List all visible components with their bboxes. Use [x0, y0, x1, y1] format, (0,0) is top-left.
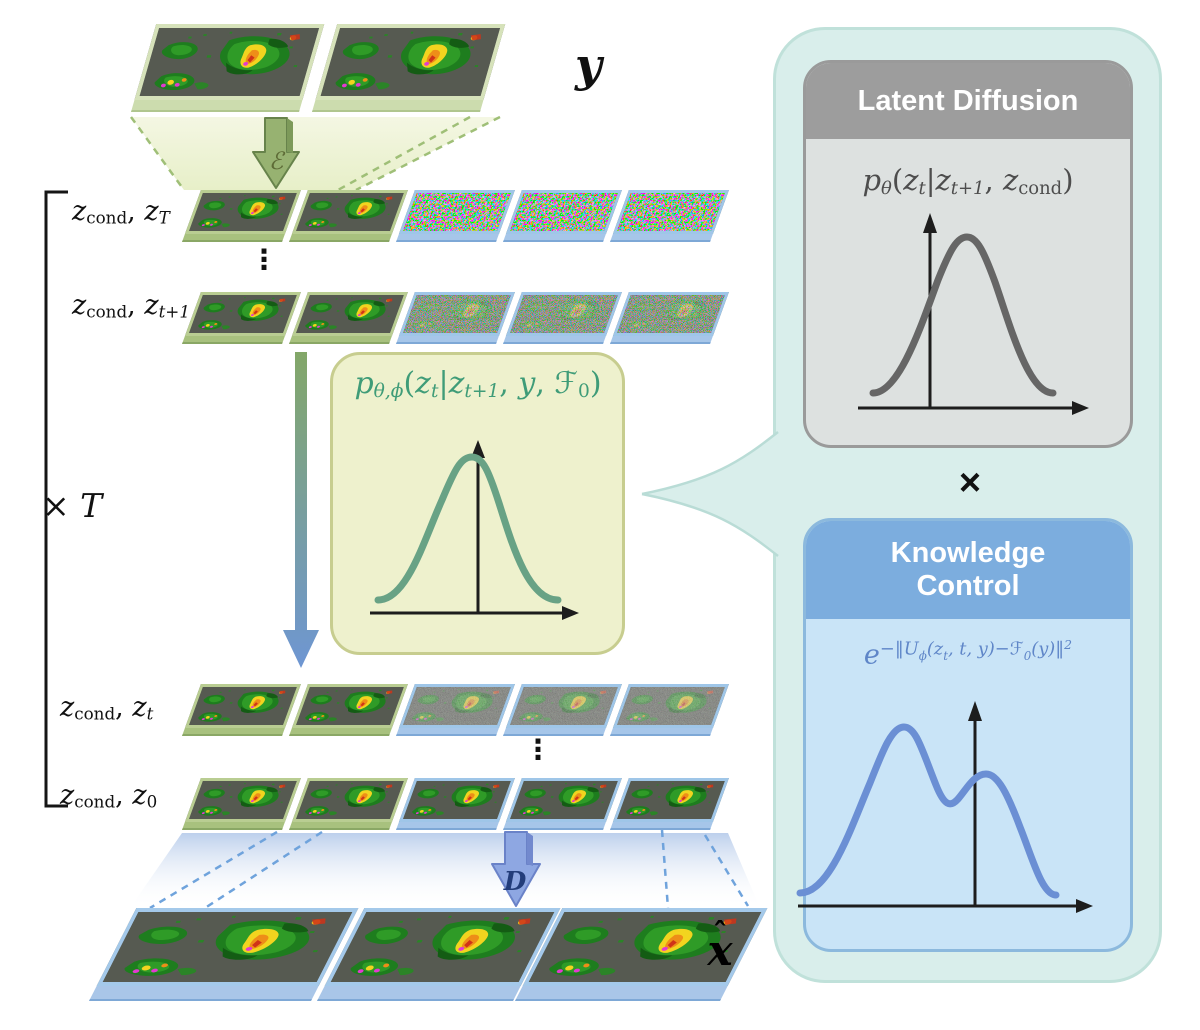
times-T-label: × T	[42, 486, 103, 525]
knowledge-control-box: Knowledge Control e−‖Uϕ(zt, t, y)−ℱ0(y)‖…	[803, 518, 1133, 952]
decoder-projection	[130, 830, 760, 910]
decoder-label: D	[503, 867, 527, 897]
input-label-y: y	[575, 38, 602, 92]
knowledge-control-formula: e−‖Uϕ(zt, t, y)−ℱ0(y)‖2	[863, 637, 1073, 671]
callout-tail	[641, 431, 779, 557]
knowledge-control-plot	[796, 701, 1093, 913]
knowledge-control-title-line2: Control	[916, 570, 1020, 602]
latent-diffusion-plot	[858, 213, 1089, 415]
encoder-arrow-icon: ℰ	[252, 117, 300, 189]
row-label-zt: zcond, zt	[60, 692, 154, 724]
radar-panel-output-1	[89, 908, 359, 1001]
ellipsis-top: ⋮	[250, 243, 278, 276]
posterior-plot	[370, 440, 579, 620]
radar-panel-input-1	[131, 24, 325, 112]
row-label-zT: zcond, zT	[72, 196, 170, 228]
encoder-label: ℰ	[269, 147, 286, 175]
multiply-symbol: ×	[958, 462, 982, 504]
posterior-formula: pθ,ϕ(zt|zt+1, y, ℱ0)	[354, 366, 602, 403]
row-label-zt1: zcond, zt+1	[72, 290, 190, 322]
encoder-projection	[129, 115, 501, 192]
panel-edge	[312, 100, 484, 112]
output-label-xhat: ˆ x	[707, 917, 733, 975]
decoder-arrow-icon: D	[491, 831, 541, 907]
latent-diffusion-box: Latent Diffusion pθ(zt|zt+1, zcond)	[803, 60, 1133, 448]
panel-edge	[131, 100, 303, 112]
ellipsis-bottom: ⋮	[524, 733, 552, 766]
radar-panel-input-2	[312, 24, 506, 112]
knowledge-control-title-line1: Knowledge	[890, 536, 1046, 569]
row-label-z0: zcond, z0	[60, 780, 158, 812]
latent-diffusion-title: Latent Diffusion	[857, 84, 1079, 117]
latent-diffusion-formula: pθ(zt|zt+1, zcond)	[862, 163, 1074, 199]
denoise-step-arrow-icon	[283, 352, 319, 668]
latent-diffusion-header: Latent Diffusion	[806, 63, 1130, 139]
times-T-bracket	[44, 190, 68, 808]
knowledge-control-header: Knowledge Control	[806, 521, 1130, 619]
